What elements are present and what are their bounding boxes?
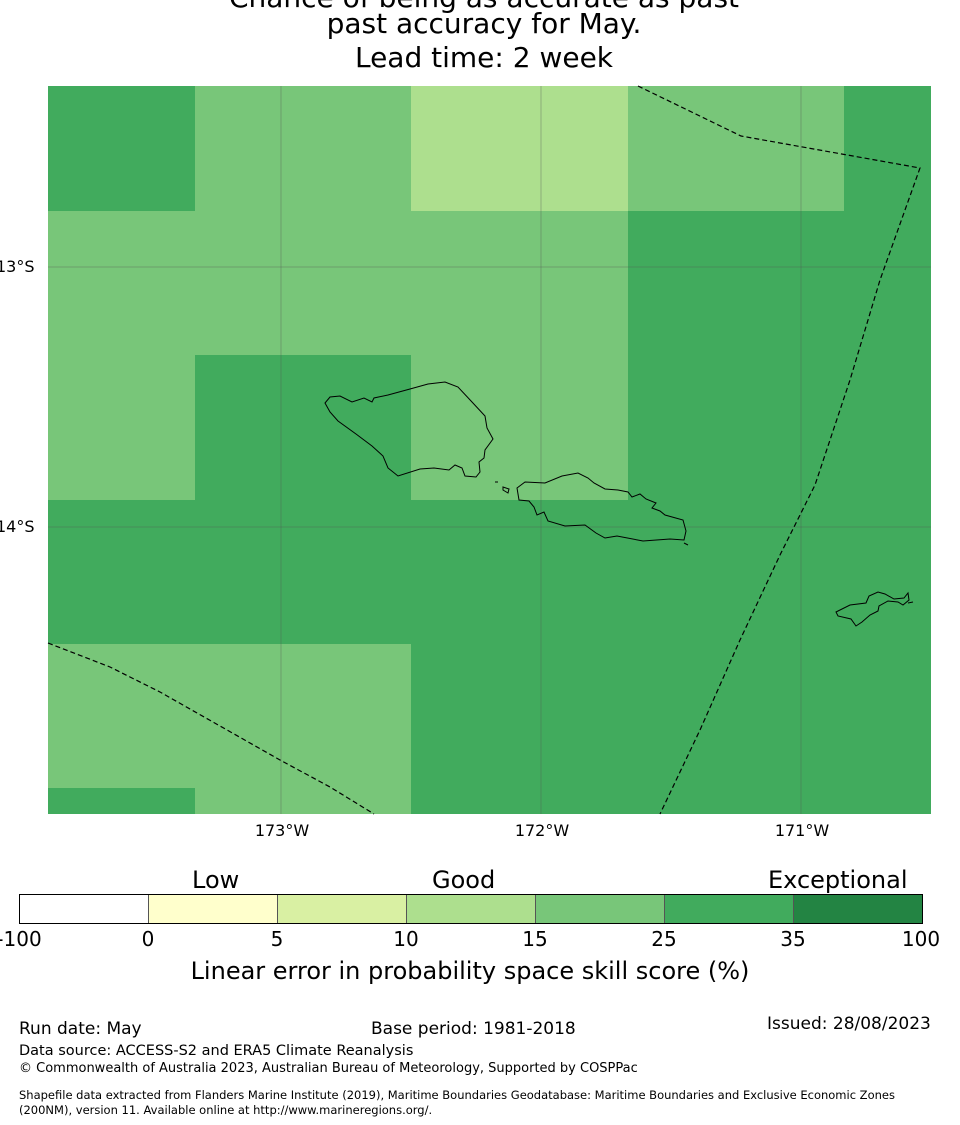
cell-r1c3 — [411, 86, 628, 211]
skill-map — [0, 0, 960, 820]
shapefile-credit-line-2: (200NM), version 11. Available online at… — [19, 1103, 432, 1117]
legend-category-low: Low — [192, 866, 239, 894]
legend-category-exceptional: Exceptional — [768, 866, 908, 894]
lon-label-171w: 171°W — [752, 821, 852, 840]
base-period: Base period: 1981-2018 — [371, 1019, 576, 1039]
issued-date: Issued: 28/08/2023 — [767, 1014, 931, 1034]
legend-swatch-2 — [149, 895, 278, 924]
copyright-notice: © Commonwealth of Australia 2023, Austra… — [19, 1061, 638, 1076]
legend-swatch-6 — [665, 895, 794, 924]
tick-label-neg100: -100 — [0, 927, 49, 951]
legend-swatch-3 — [278, 895, 407, 924]
skill-grid-cells — [48, 86, 931, 814]
lon-label-172w: 172°W — [492, 821, 592, 840]
cell-r1c2 — [195, 86, 411, 211]
lat-label-13s: 13°S — [0, 257, 35, 276]
legend-category-good: Good — [432, 866, 495, 894]
tick-label-100: 100 — [891, 927, 951, 951]
tick-label-15: 15 — [505, 927, 565, 951]
cell-r5c1 — [48, 644, 195, 788]
legend-colorbar — [19, 894, 923, 924]
tick-label-10: 10 — [376, 927, 436, 951]
tick-label-25: 25 — [634, 927, 694, 951]
lat-label-14s: 14°S — [0, 517, 35, 536]
lon-label-173w: 173°W — [232, 821, 332, 840]
shapefile-credit-line-1: Shapefile data extracted from Flanders M… — [19, 1088, 895, 1102]
cell-r3c3 — [411, 355, 628, 500]
run-date: Run date: May — [19, 1019, 142, 1039]
cell-r5c2 — [195, 644, 411, 814]
legend-title: Linear error in probability space skill … — [0, 957, 940, 985]
legend-swatch-5 — [536, 895, 665, 924]
tick-label-5: 5 — [247, 927, 307, 951]
legend-swatch-1 — [20, 895, 149, 924]
cell-r3c1 — [48, 355, 195, 500]
legend-swatch-4 — [407, 895, 536, 924]
data-source: Data source: ACCESS-S2 and ERA5 Climate … — [19, 1043, 413, 1059]
tick-label-35: 35 — [763, 927, 823, 951]
legend-swatch-7 — [794, 895, 923, 924]
tick-label-0: 0 — [118, 927, 178, 951]
